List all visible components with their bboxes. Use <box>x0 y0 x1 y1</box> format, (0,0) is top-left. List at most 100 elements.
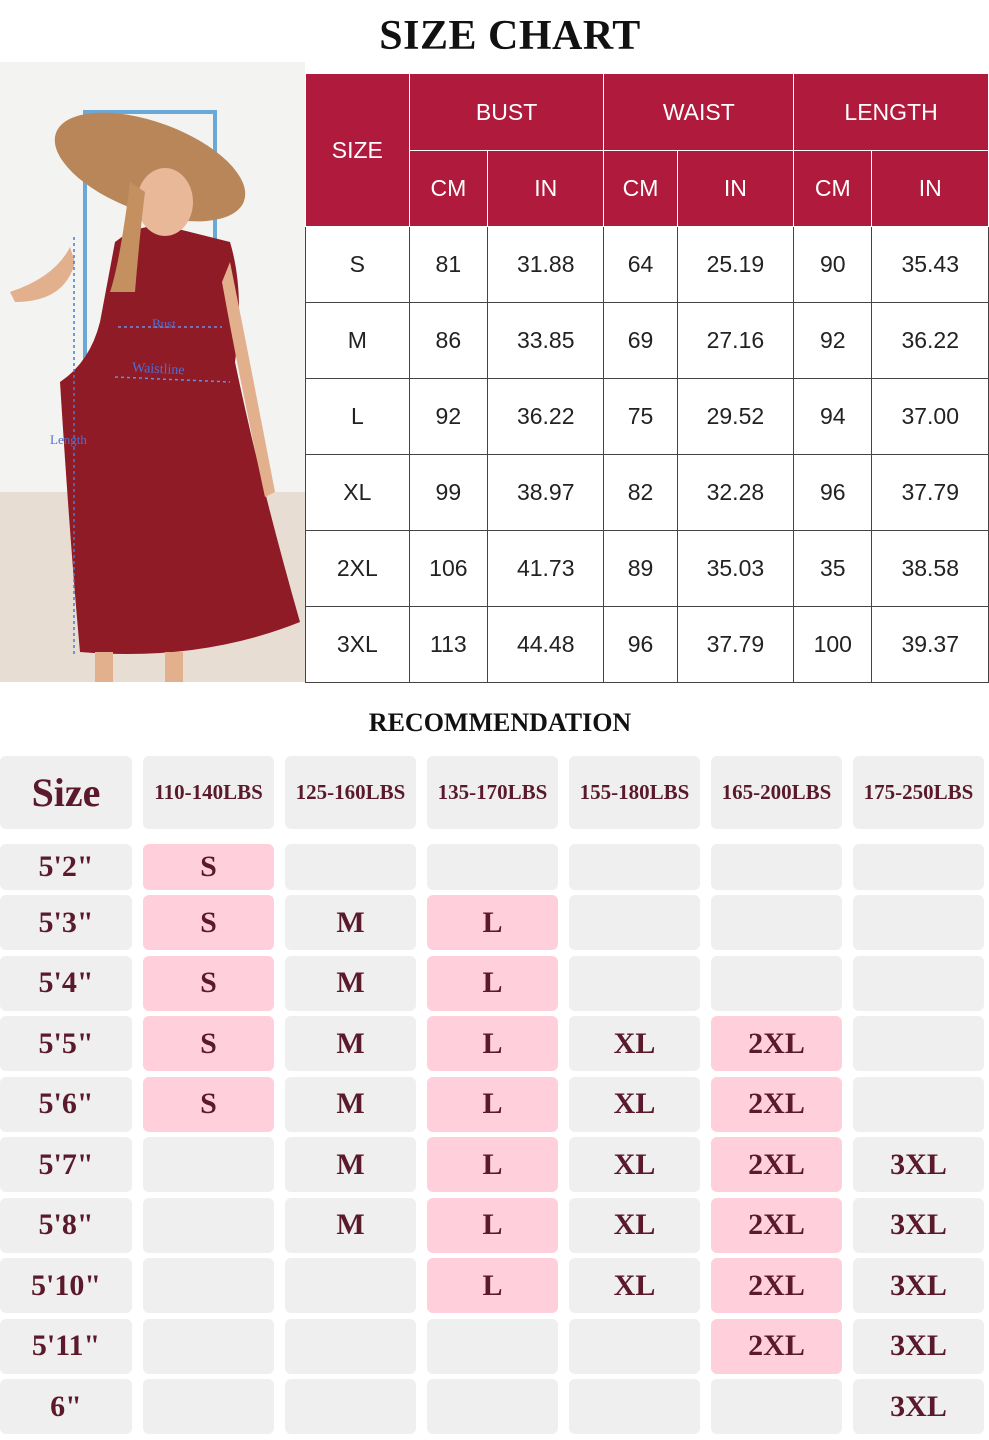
recommended-size-cell <box>427 843 558 890</box>
measurement-cell: 86 <box>408 302 489 379</box>
height-cell: 5'4" <box>0 955 132 1011</box>
recommended-size-cell: XL <box>569 1016 700 1071</box>
measurement-cell: 37.79 <box>871 454 989 531</box>
height-cell: 5'7" <box>0 1137 132 1192</box>
size-cell: 3XL <box>305 606 410 683</box>
size-header: SIZE <box>305 73 410 227</box>
measurement-cell: 64 <box>603 226 678 303</box>
waist-header: WAIST <box>603 73 795 151</box>
recommended-size-cell: S <box>143 843 274 890</box>
measurement-cell: 92 <box>793 302 873 379</box>
recommended-size-cell <box>853 955 984 1011</box>
recommended-size-cell: L <box>427 1258 558 1313</box>
recommended-size-cell <box>427 1318 558 1374</box>
measurement-cell: 69 <box>603 302 678 379</box>
unit-header: CM <box>603 150 678 227</box>
bust-header: BUST <box>408 73 605 151</box>
measurement-cell: 37.00 <box>871 378 989 455</box>
recommended-size-cell <box>143 1258 274 1313</box>
recommended-size-cell <box>853 1076 984 1132</box>
recommended-size-cell: XL <box>569 1137 700 1192</box>
recommended-size-cell <box>285 1379 416 1434</box>
recommended-size-cell <box>569 895 700 950</box>
measurement-cell: 99 <box>408 454 489 531</box>
recommended-size-cell <box>569 843 700 890</box>
weight-header: 175-250LBS <box>853 756 984 829</box>
size-row: S 81 31.88 64 25.19 90 35.43 <box>305 226 989 303</box>
size-cell: M <box>305 302 410 379</box>
model-photo: Bust Waistline Length <box>0 62 305 682</box>
recommended-size-cell: XL <box>569 1076 700 1132</box>
measurement-cell: 75 <box>603 378 678 455</box>
measurement-cell: 41.73 <box>486 530 605 607</box>
height-cell: 6" <box>0 1379 132 1434</box>
size-row: 2XL 106 41.73 89 35.03 35 38.58 <box>305 530 989 607</box>
recommended-size-cell <box>569 955 700 1011</box>
recommended-size-cell: L <box>427 895 558 950</box>
recommended-size-cell: XL <box>569 1258 700 1313</box>
recommended-size-cell: M <box>285 1076 416 1132</box>
recommended-size-cell: L <box>427 1137 558 1192</box>
recommended-size-cell <box>285 1258 416 1313</box>
weight-header: 155-180LBS <box>569 756 700 829</box>
recommended-size-cell: 2XL <box>711 1016 842 1071</box>
weight-header: 110-140LBS <box>143 756 274 829</box>
measurement-cell: 29.52 <box>676 378 795 455</box>
recommended-size-cell: 2XL <box>711 1137 842 1192</box>
size-cell: 2XL <box>305 530 410 607</box>
waistline-label: Waistline <box>131 360 185 379</box>
recommended-size-cell: M <box>285 895 416 950</box>
height-cell: 5'6" <box>0 1076 132 1132</box>
weight-header: 135-170LBS <box>427 756 558 829</box>
size-cell: S <box>305 226 410 303</box>
recommended-size-cell <box>853 1016 984 1071</box>
measurement-cell: 35.43 <box>871 226 989 303</box>
size-row: 3XL 113 44.48 96 37.79 100 39.37 <box>305 606 989 683</box>
recommended-size-cell <box>285 1318 416 1374</box>
recommended-size-cell: 3XL <box>853 1318 984 1374</box>
measurement-cell: 31.88 <box>486 226 605 303</box>
recommended-size-cell <box>711 895 842 950</box>
height-cell: 5'10" <box>0 1258 132 1313</box>
recommended-size-cell <box>711 955 842 1011</box>
measurement-cell: 33.85 <box>486 302 605 379</box>
recommended-size-cell <box>569 1318 700 1374</box>
size-row: XL 99 38.97 82 32.28 96 37.79 <box>305 454 989 531</box>
recommended-size-cell: M <box>285 1016 416 1071</box>
length-header: LENGTH <box>793 73 989 151</box>
unit-header: IN <box>486 150 605 227</box>
height-cell: 5'8" <box>0 1197 132 1253</box>
recommended-size-cell: L <box>427 1076 558 1132</box>
bust-label: Bust <box>152 316 176 331</box>
measurement-cell: 27.16 <box>676 302 795 379</box>
size-cell: L <box>305 378 410 455</box>
unit-header: CM <box>408 150 489 227</box>
recommended-size-cell <box>853 895 984 950</box>
recommended-size-cell <box>853 843 984 890</box>
recommended-size-cell: L <box>427 955 558 1011</box>
height-cell: 5'5" <box>0 1016 132 1071</box>
measurement-cell: 38.58 <box>871 530 989 607</box>
measurement-cell: 37.79 <box>676 606 795 683</box>
recommended-size-cell: 2XL <box>711 1076 842 1132</box>
recommended-size-cell <box>143 1197 274 1253</box>
measurement-cell: 25.19 <box>676 226 795 303</box>
measurement-cell: 96 <box>793 454 873 531</box>
size-row: L 92 36.22 75 29.52 94 37.00 <box>305 378 989 455</box>
recommended-size-cell <box>569 1379 700 1434</box>
recommended-size-cell: 2XL <box>711 1197 842 1253</box>
recommended-size-cell: 3XL <box>853 1258 984 1313</box>
measurement-cell: 100 <box>793 606 873 683</box>
measurement-cell: 96 <box>603 606 678 683</box>
measurement-cell: 92 <box>408 378 489 455</box>
measurement-cell: 106 <box>408 530 489 607</box>
measurement-cell: 90 <box>793 226 873 303</box>
measurement-cell: 44.48 <box>486 606 605 683</box>
recommended-size-cell: M <box>285 955 416 1011</box>
recommended-size-cell: XL <box>569 1197 700 1253</box>
measurement-cell: 39.37 <box>871 606 989 683</box>
weight-header: 125-160LBS <box>285 756 416 829</box>
recommended-size-cell <box>427 1379 558 1434</box>
measurement-cell: 81 <box>408 226 489 303</box>
measurement-cell: 32.28 <box>676 454 795 531</box>
